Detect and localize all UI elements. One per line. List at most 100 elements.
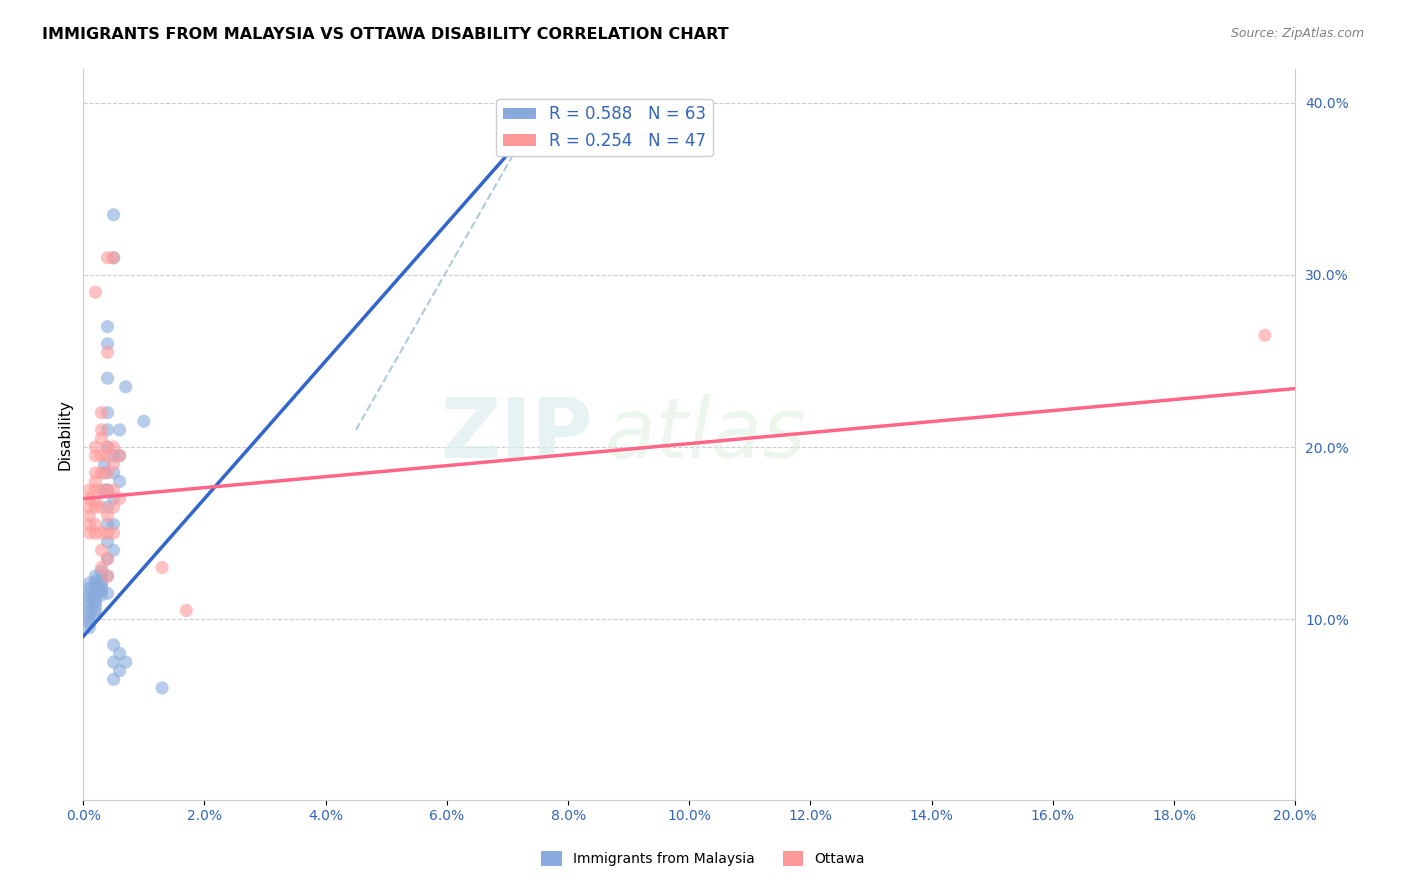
Point — [103, 526, 125, 541]
Point — [103, 466, 125, 480]
Point — [96, 534, 118, 549]
Point — [103, 449, 125, 463]
Point — [90, 564, 112, 578]
Point — [108, 491, 131, 506]
Point — [96, 406, 118, 420]
Point — [103, 673, 125, 687]
Point — [79, 599, 101, 613]
Point — [84, 599, 107, 613]
Point — [96, 440, 118, 454]
Point — [108, 449, 131, 463]
Point — [84, 574, 107, 589]
Point — [96, 466, 118, 480]
Point — [84, 603, 107, 617]
Point — [96, 319, 118, 334]
Point — [96, 500, 118, 515]
Point — [84, 449, 107, 463]
Point — [90, 574, 112, 589]
Point — [93, 457, 115, 471]
Point — [96, 371, 118, 385]
Point — [108, 475, 131, 489]
Point — [96, 483, 118, 497]
Point — [79, 581, 101, 595]
Point — [90, 466, 112, 480]
Point — [103, 638, 125, 652]
Point — [79, 526, 101, 541]
Point — [79, 612, 101, 626]
Point — [90, 449, 112, 463]
Point — [90, 423, 112, 437]
Text: Source: ZipAtlas.com: Source: ZipAtlas.com — [1230, 27, 1364, 40]
Point — [103, 251, 125, 265]
Point — [103, 208, 125, 222]
Point — [90, 483, 112, 497]
Point — [84, 526, 107, 541]
Point — [103, 440, 125, 454]
Point — [84, 495, 107, 509]
Point — [84, 591, 107, 606]
Point — [93, 483, 115, 497]
Point — [90, 432, 112, 446]
Text: IMMIGRANTS FROM MALAYSIA VS OTTAWA DISABILITY CORRELATION CHART: IMMIGRANTS FROM MALAYSIA VS OTTAWA DISAB… — [42, 27, 728, 42]
Point — [96, 508, 118, 523]
Point — [176, 603, 198, 617]
Point — [84, 500, 107, 515]
Point — [96, 569, 118, 583]
Point — [84, 577, 107, 591]
Point — [150, 560, 173, 574]
Point — [103, 491, 125, 506]
Point — [90, 581, 112, 595]
Point — [90, 569, 112, 583]
Text: atlas: atlas — [605, 393, 806, 475]
Point — [90, 584, 112, 599]
Point — [84, 483, 107, 497]
Legend: R = 0.588   N = 63, R = 0.254   N = 47: R = 0.588 N = 63, R = 0.254 N = 47 — [496, 99, 713, 156]
Point — [79, 517, 101, 532]
Point — [103, 251, 125, 265]
Point — [79, 500, 101, 515]
Point — [96, 552, 118, 566]
Point — [93, 466, 115, 480]
Point — [90, 406, 112, 420]
Point — [84, 285, 107, 300]
Point — [79, 491, 101, 506]
Point — [103, 655, 125, 669]
Point — [90, 526, 112, 541]
Point — [103, 517, 125, 532]
Point — [96, 517, 118, 532]
Point — [150, 681, 173, 695]
Point — [79, 607, 101, 621]
Point — [96, 345, 118, 359]
Point — [114, 380, 136, 394]
Point — [103, 500, 125, 515]
Point — [84, 608, 107, 623]
Point — [84, 440, 107, 454]
Point — [84, 517, 107, 532]
Point — [96, 449, 118, 463]
Point — [114, 655, 136, 669]
Point — [90, 577, 112, 591]
Point — [1254, 328, 1277, 343]
Point — [90, 588, 112, 602]
Point — [84, 586, 107, 600]
Point — [108, 449, 131, 463]
Point — [79, 590, 101, 604]
Point — [96, 440, 118, 454]
Point — [108, 664, 131, 678]
Point — [84, 595, 107, 609]
Point — [96, 483, 118, 497]
Point — [79, 576, 101, 591]
Point — [90, 543, 112, 558]
Y-axis label: Disability: Disability — [58, 399, 72, 469]
Point — [132, 414, 155, 428]
Point — [108, 423, 131, 437]
Legend: Immigrants from Malaysia, Ottawa: Immigrants from Malaysia, Ottawa — [536, 846, 870, 871]
Point — [96, 586, 118, 600]
Point — [96, 569, 118, 583]
Point — [84, 581, 107, 595]
Point — [84, 466, 107, 480]
Point — [96, 552, 118, 566]
Point — [96, 336, 118, 351]
Point — [79, 603, 101, 617]
Point — [96, 251, 118, 265]
